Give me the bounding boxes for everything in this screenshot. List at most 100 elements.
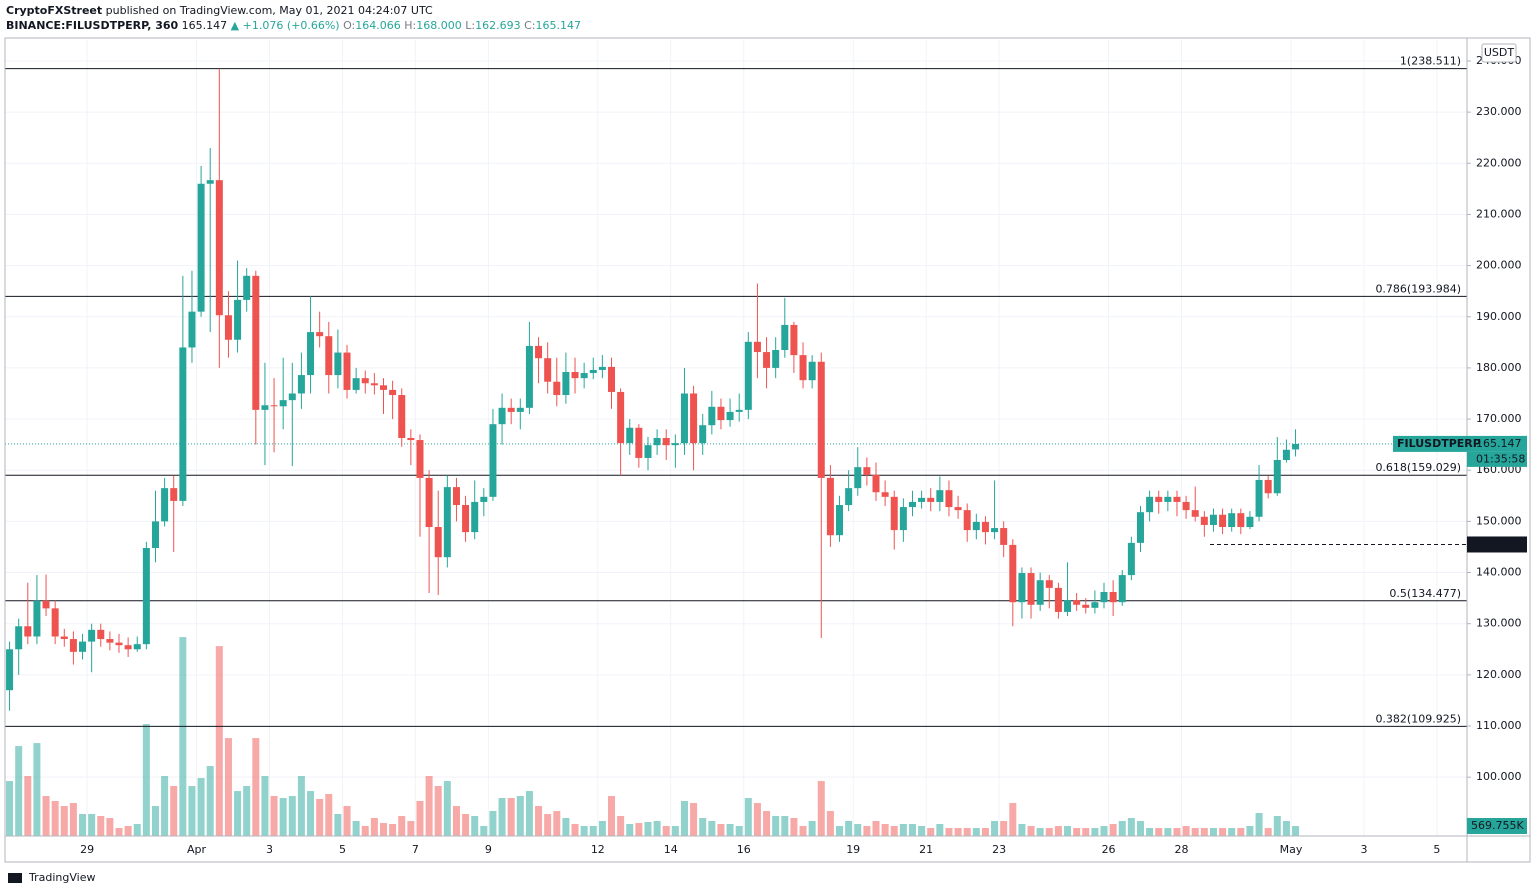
candle-body [772, 350, 780, 368]
candle-body [735, 409, 743, 412]
volume-bar [161, 776, 169, 836]
candle-body [407, 438, 415, 441]
candle-body [1009, 544, 1017, 603]
volume-bar [598, 821, 606, 836]
candle-body [1255, 479, 1263, 517]
volume-bar [1173, 828, 1181, 836]
candle-body [1118, 575, 1126, 603]
candle-body [945, 490, 953, 508]
candle-body [553, 381, 561, 396]
candle-body [60, 636, 68, 640]
levels: 1(238.511) 0.786(193.984) 0.618(159.029) 0.… [5, 55, 1467, 727]
volume-tag [1467, 818, 1527, 835]
volume-bar [1054, 826, 1062, 836]
volume-bar [589, 826, 597, 836]
axes: 100.000 110.000 120.000 130.000 140.000 150.0… [80, 54, 1527, 856]
y-tick-label: 110.000 [1476, 719, 1522, 732]
volume-bar [781, 816, 789, 836]
volume-bar [142, 724, 150, 836]
x-tick-label: 14 [664, 843, 678, 856]
price: 165.147 [182, 19, 228, 32]
volume-bar [1200, 828, 1208, 836]
volume-bar [1228, 828, 1236, 836]
candle-body [936, 490, 944, 502]
volume-bar [6, 781, 14, 836]
volume-bar [106, 818, 114, 836]
candle-body [899, 507, 907, 531]
y-tick-label: 210.000 [1476, 207, 1522, 220]
volume-bar [772, 816, 780, 836]
volume-bar [224, 738, 232, 836]
ohlc-value: 165.147 [535, 19, 581, 32]
volume-bar [279, 798, 287, 836]
candle-body [188, 311, 196, 348]
candle-body [1036, 580, 1044, 605]
volume-bar [1118, 821, 1126, 836]
volume-bar [854, 824, 862, 836]
fib-label: 0.382(109.925) [1375, 712, 1461, 725]
volume-bar [836, 826, 844, 836]
candle-body [161, 488, 169, 522]
volume-bar [316, 799, 324, 836]
volume-bar [918, 826, 926, 836]
candle-body [571, 372, 579, 379]
y-tick-label: 200.000 [1476, 259, 1522, 272]
candle-body [617, 391, 625, 444]
volume-bar [644, 822, 652, 836]
volume-bar [471, 816, 479, 836]
candle-body [507, 407, 515, 412]
candle-body [1082, 604, 1090, 608]
volume-bar [708, 821, 716, 836]
volume-pane [6, 637, 1300, 836]
volume-bar [1127, 818, 1135, 836]
candle-body [1200, 516, 1208, 525]
candle-body [535, 345, 543, 359]
volume-bar [69, 803, 77, 836]
volume-bar [425, 776, 433, 836]
fib-label: 1(238.511) [1400, 55, 1461, 68]
volume-bar [662, 826, 670, 836]
volume-bar [653, 821, 661, 836]
candle-body [1064, 600, 1072, 612]
volume-bar [151, 806, 159, 836]
volume-bar [1136, 821, 1144, 836]
volume-label: 569.755K [1471, 819, 1524, 832]
volume-bar [963, 828, 971, 836]
x-tick-label: 19 [846, 843, 860, 856]
volume-bar [1182, 826, 1190, 836]
ohlc-value: 168.000 [416, 19, 462, 32]
candle-body [115, 642, 123, 646]
volume-bar [936, 824, 944, 836]
candle-body [580, 373, 588, 379]
volume-bar [1164, 828, 1172, 836]
volume-bar [243, 786, 251, 836]
x-tick-label: 7 [412, 843, 419, 856]
volume-bar [617, 816, 625, 836]
volume-bar [489, 811, 497, 836]
author: CryptoFXStreet [6, 4, 102, 17]
candle-body [234, 299, 242, 340]
candle-body [680, 393, 688, 444]
x-tick-label: 21 [919, 843, 933, 856]
volume-bar [525, 791, 533, 836]
candle-body [480, 496, 488, 502]
volume-bar [88, 814, 96, 836]
candle-body [516, 407, 524, 412]
candle-body [1155, 496, 1163, 502]
candle-body [389, 389, 397, 396]
volume-bar [416, 801, 424, 836]
volume-bar [535, 806, 543, 836]
volume-bar [799, 826, 807, 836]
candle-body [206, 180, 214, 184]
candle-body [88, 629, 96, 642]
volume-bar [1009, 803, 1017, 836]
volume-bar [1064, 826, 1072, 836]
candle-body [826, 477, 834, 536]
candle-body [763, 352, 771, 368]
candle-body [753, 341, 761, 353]
candle-body [1237, 513, 1245, 528]
volume-bar [908, 824, 916, 836]
candle-body [42, 600, 50, 609]
volume-bar [1109, 824, 1117, 836]
candle-body [1209, 514, 1217, 525]
